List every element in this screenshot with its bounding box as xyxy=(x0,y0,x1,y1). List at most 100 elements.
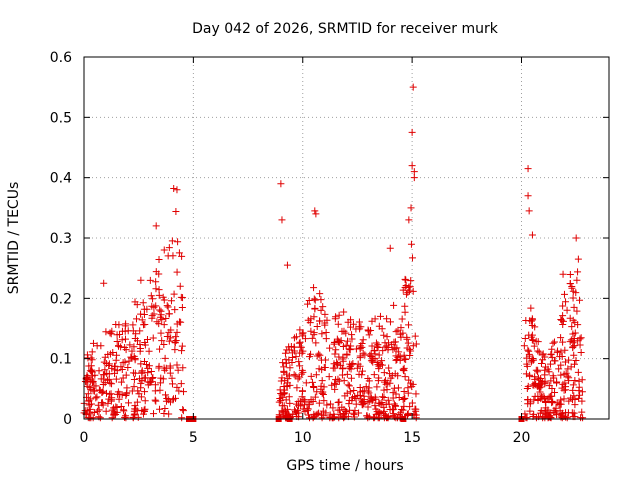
data-point xyxy=(278,408,286,416)
data-point xyxy=(409,342,417,350)
data-point xyxy=(392,352,400,360)
data-point xyxy=(161,391,169,399)
data-point xyxy=(338,327,346,335)
data-point xyxy=(178,304,186,312)
data-point xyxy=(408,254,416,262)
data-point xyxy=(95,406,103,414)
data-point xyxy=(81,407,89,415)
data-point xyxy=(311,296,319,304)
data-point xyxy=(165,310,173,318)
data-point xyxy=(402,290,410,298)
data-point xyxy=(131,356,139,364)
data-point xyxy=(284,375,292,383)
data-point xyxy=(173,268,181,276)
data-point xyxy=(178,347,186,355)
data-point xyxy=(148,378,156,386)
data-point xyxy=(311,207,319,215)
data-point xyxy=(550,357,558,365)
y-tick-label: 0.4 xyxy=(50,171,72,187)
data-point xyxy=(121,412,129,420)
data-point xyxy=(139,299,147,307)
data-point xyxy=(521,410,529,418)
data-point xyxy=(317,306,325,314)
data-point xyxy=(93,393,101,401)
data-point xyxy=(160,340,168,348)
data-point xyxy=(566,338,574,346)
data-point xyxy=(334,337,342,345)
data-point xyxy=(108,380,116,388)
data-point xyxy=(286,399,294,407)
data-point xyxy=(536,376,544,384)
data-point xyxy=(569,294,577,302)
data-point xyxy=(276,386,284,394)
data-point xyxy=(277,180,285,188)
data-point xyxy=(99,380,107,388)
data-point xyxy=(312,210,320,218)
data-point xyxy=(151,387,159,395)
data-point xyxy=(544,365,552,373)
data-point xyxy=(155,364,163,372)
data-point xyxy=(538,393,546,401)
data-point xyxy=(348,397,356,405)
data-point xyxy=(384,396,392,404)
data-point xyxy=(524,165,532,173)
data-point xyxy=(338,403,346,411)
data-point xyxy=(118,366,126,374)
data-point xyxy=(322,335,330,343)
data-point xyxy=(112,403,120,411)
data-point xyxy=(141,357,149,365)
data-point xyxy=(283,382,291,390)
data-point xyxy=(375,410,383,418)
data-point xyxy=(408,383,416,391)
data-point xyxy=(145,347,153,355)
data-point xyxy=(300,396,308,404)
data-point xyxy=(365,389,373,397)
data-point xyxy=(346,406,354,414)
data-point xyxy=(531,373,539,381)
data-point xyxy=(168,237,176,245)
data-point xyxy=(376,361,384,369)
data-point xyxy=(340,414,348,422)
data-point xyxy=(525,347,533,355)
data-point xyxy=(526,371,534,379)
data-point xyxy=(160,246,168,254)
data-point xyxy=(115,395,123,403)
data-point xyxy=(576,391,584,399)
data-point xyxy=(408,399,416,407)
data-point xyxy=(115,321,123,329)
data-point xyxy=(551,388,559,396)
data-point xyxy=(340,377,348,385)
data-point xyxy=(334,360,342,368)
data-point xyxy=(151,396,159,404)
y-tick-label: 0.1 xyxy=(50,352,72,368)
data-point xyxy=(573,276,581,284)
data-point xyxy=(278,216,286,224)
data-point xyxy=(84,414,92,422)
data-point xyxy=(318,389,326,397)
data-point xyxy=(137,276,145,284)
data-point xyxy=(164,303,172,311)
data-point xyxy=(560,290,568,298)
data-point xyxy=(129,369,137,377)
data-point xyxy=(335,398,343,406)
data-point xyxy=(405,376,413,384)
data-point xyxy=(407,240,415,248)
data-point xyxy=(90,382,98,390)
data-point xyxy=(87,395,95,403)
data-point xyxy=(113,404,121,412)
data-point xyxy=(148,374,156,382)
data-point xyxy=(299,405,307,413)
data-point xyxy=(559,270,567,278)
data-point xyxy=(312,371,320,379)
data-point xyxy=(559,302,567,310)
x-tick-label: 0 xyxy=(80,430,89,446)
data-point xyxy=(342,341,350,349)
data-point xyxy=(560,395,568,403)
data-point xyxy=(568,284,576,292)
data-point xyxy=(124,364,132,372)
data-point xyxy=(390,400,398,408)
data-point xyxy=(311,305,319,313)
data-point xyxy=(349,360,357,368)
data-point xyxy=(171,338,179,346)
